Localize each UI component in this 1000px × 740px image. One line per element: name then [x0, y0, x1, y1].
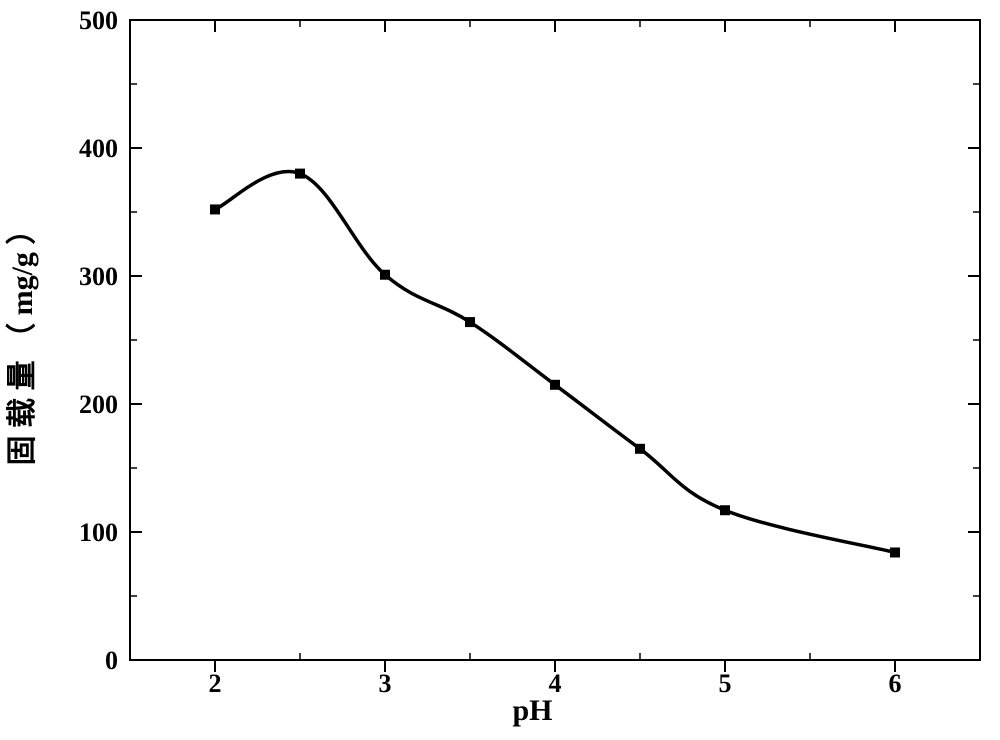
x-axis-label: pH [512, 694, 552, 727]
chart-container: 234560100200300400500pH固 载 量 （ mg/g ） [0, 0, 1000, 740]
x-tick-label: 6 [889, 669, 902, 698]
x-tick-label: 3 [379, 669, 392, 698]
y-axis-label: 固 载 量 （ mg/g ） [5, 215, 39, 466]
series-marker-loading-vs-ph [465, 317, 475, 327]
series-marker-loading-vs-ph [720, 505, 730, 515]
series-marker-loading-vs-ph [550, 380, 560, 390]
series-marker-loading-vs-ph [295, 169, 305, 179]
y-tick-label: 0 [105, 646, 118, 675]
chart-svg: 234560100200300400500pH固 载 量 （ mg/g ） [0, 0, 1000, 740]
x-tick-label: 5 [719, 669, 732, 698]
y-tick-label: 400 [79, 134, 118, 163]
x-tick-label: 2 [209, 669, 222, 698]
y-tick-label: 300 [79, 262, 118, 291]
y-tick-label: 500 [79, 6, 118, 35]
series-line-loading-vs-ph [215, 172, 895, 553]
plot-frame [130, 20, 980, 660]
y-tick-label: 100 [79, 518, 118, 547]
y-tick-label: 200 [79, 390, 118, 419]
series-marker-loading-vs-ph [890, 547, 900, 557]
series-marker-loading-vs-ph [210, 204, 220, 214]
series-marker-loading-vs-ph [380, 270, 390, 280]
series-marker-loading-vs-ph [635, 444, 645, 454]
